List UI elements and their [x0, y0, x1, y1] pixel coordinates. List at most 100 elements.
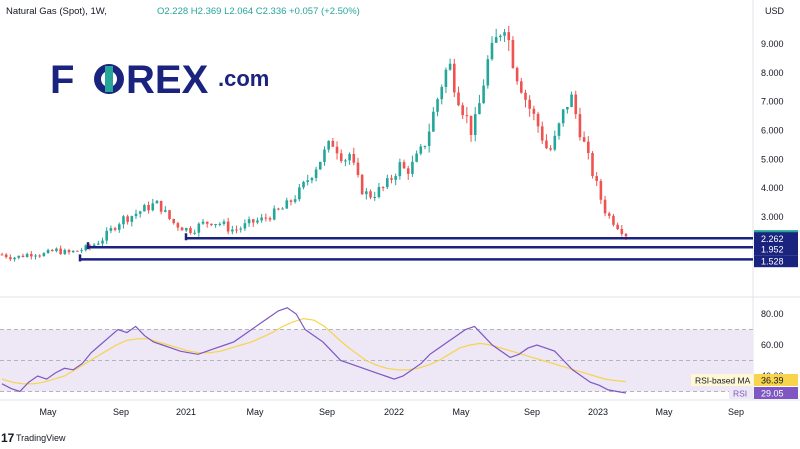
candle-body	[532, 108, 536, 114]
candle-body	[318, 161, 322, 170]
candle-body	[239, 228, 243, 230]
symbol-title: Natural Gas (Spot), 1W,	[6, 6, 107, 17]
rsi-value-tag	[754, 374, 798, 386]
candle-body	[235, 229, 238, 231]
candle-body	[415, 153, 418, 162]
candle-body	[13, 257, 16, 260]
candle-body	[620, 229, 624, 234]
candle-body	[561, 109, 565, 124]
candle-body	[231, 229, 234, 232]
candle-body	[277, 208, 280, 210]
candle-body	[612, 215, 615, 225]
x-tick-label: Sep	[728, 407, 744, 417]
candle-body	[268, 218, 272, 220]
price-tag-label: 1.952	[761, 245, 784, 255]
rsi-value-tag	[754, 387, 798, 399]
candle-body	[444, 69, 448, 87]
candle-body	[490, 42, 494, 60]
rsi-tick-label: 60.00	[761, 340, 784, 350]
forex-logo: F REX .com	[50, 58, 269, 102]
candle-body	[180, 227, 184, 231]
candle-body	[168, 210, 171, 219]
candle-body	[298, 187, 301, 200]
candle-body	[71, 250, 75, 253]
candle-body	[285, 200, 289, 209]
x-tick-label: May	[39, 407, 57, 417]
currency-label: USD	[765, 6, 785, 16]
candle-body	[218, 223, 222, 225]
candle-body	[97, 243, 100, 245]
candle-body	[134, 213, 138, 217]
candle-body	[17, 255, 21, 258]
candle-body	[624, 233, 628, 237]
candle-body	[9, 257, 12, 260]
candle-body	[260, 217, 263, 221]
candle-body	[214, 224, 217, 226]
candle-body	[130, 216, 134, 222]
candle-body	[432, 111, 435, 132]
candle-body	[310, 177, 314, 181]
candle-body	[570, 94, 573, 107]
candle-body	[80, 250, 83, 252]
y-tick-label: 4.000	[761, 183, 784, 193]
candle-body	[331, 140, 335, 147]
candle-body	[176, 223, 180, 228]
candle-body	[42, 253, 46, 257]
candle-body	[46, 250, 50, 254]
candle-body	[360, 174, 364, 195]
candle-body	[126, 216, 129, 222]
candle-body	[553, 135, 557, 150]
candle-body	[264, 217, 268, 219]
candle-body	[365, 191, 368, 195]
candle-body	[406, 168, 410, 174]
candle-body	[473, 114, 477, 136]
candle-body	[511, 40, 515, 68]
price-tag	[754, 243, 798, 256]
y-tick-label: 8.000	[761, 68, 784, 78]
svg-text:.com: .com	[218, 66, 269, 91]
candle-body	[595, 176, 598, 181]
rsi-series-name-bg	[729, 387, 753, 399]
candle-body	[524, 92, 527, 100]
rsi-series-name-bg	[691, 374, 753, 386]
candle-body	[25, 254, 29, 258]
candle-body	[499, 35, 502, 38]
rsi-series-name: RSI-based MA	[695, 376, 751, 386]
candle-body	[411, 161, 414, 174]
candle-body	[549, 148, 552, 150]
candle-body	[197, 223, 201, 233]
candle-body	[151, 203, 155, 211]
candle-body	[210, 223, 213, 226]
candle-body	[159, 200, 163, 212]
candle-body	[390, 178, 393, 180]
x-tick-label: Sep	[319, 407, 335, 417]
candle-body	[289, 200, 293, 202]
candle-body	[201, 221, 205, 224]
candle-body	[138, 211, 142, 214]
candle-body	[457, 92, 460, 106]
candle-body	[38, 255, 41, 257]
price-tag	[754, 255, 798, 268]
candle-body	[348, 153, 351, 161]
candle-body	[281, 208, 284, 210]
candle-body	[465, 115, 469, 117]
candle-body	[385, 178, 389, 188]
levels-group	[78, 233, 753, 262]
svg-text:17: 17	[1, 431, 15, 445]
rsi-line	[1, 307, 627, 394]
candle-body	[293, 199, 297, 202]
candle-body	[323, 149, 326, 162]
candle-body	[494, 37, 498, 43]
candle-body	[515, 67, 519, 82]
candle-body	[109, 228, 113, 231]
candle-body	[172, 218, 176, 224]
candle-body	[147, 205, 150, 211]
x-tick-label: 2022	[384, 407, 404, 417]
rsi-tags: RSI-based MA 36.39 RSI 29.05	[691, 374, 798, 399]
candle-body	[607, 213, 611, 216]
candle-body	[557, 123, 561, 136]
y-tick-label: 3.000	[761, 212, 784, 222]
candle-body	[545, 140, 548, 149]
